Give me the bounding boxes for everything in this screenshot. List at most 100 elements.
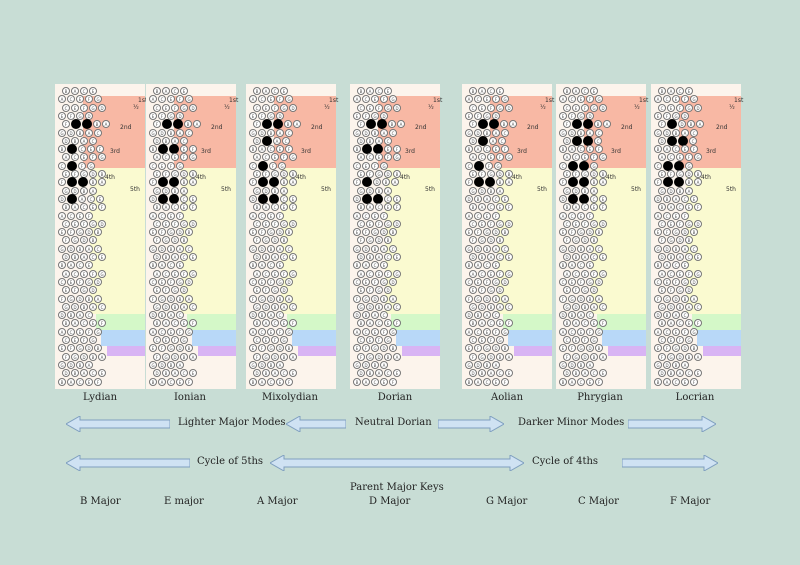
accordion-button: E — [590, 87, 598, 95]
accordion-button: C — [478, 269, 486, 278]
zone-label: 5th — [221, 186, 231, 193]
accordion-button: E — [384, 203, 392, 212]
accordion-button: G — [375, 170, 383, 178]
accordion-button: B — [389, 228, 397, 237]
accordion-button: C — [384, 194, 392, 203]
accordion-button: C — [180, 253, 188, 261]
accordion-button: F — [672, 277, 680, 286]
accordion-button: E — [487, 153, 495, 162]
accordion-button: A — [391, 178, 399, 187]
accordion-button: G — [389, 327, 397, 336]
accordion-button: E — [393, 253, 401, 261]
accordion-button: G — [667, 352, 675, 361]
accordion-button: F — [158, 228, 166, 237]
accordion-button: E — [380, 377, 388, 386]
accordion-button: E — [267, 327, 275, 336]
accordion-button: B — [276, 294, 284, 303]
accordion-button: C — [276, 311, 284, 320]
accordion-button: E — [276, 145, 284, 154]
accordion-button: A — [380, 128, 388, 137]
accordion-button: C — [249, 277, 257, 286]
accordion-button: D — [249, 311, 257, 320]
accordion-button: E — [572, 219, 580, 228]
accordion-button: F — [469, 236, 477, 245]
accordion-button: D — [180, 286, 188, 295]
accordion-button: G — [162, 236, 170, 245]
pressed-button — [262, 119, 272, 130]
accordion-button: D — [384, 170, 392, 178]
accordion-button: G — [599, 269, 607, 278]
accordion-button: A — [80, 369, 88, 378]
accordion-button: G — [153, 302, 161, 311]
accordion-button: A — [590, 302, 598, 311]
accordion-button: C — [594, 136, 602, 145]
accordion-button: C — [62, 336, 70, 344]
accordion-button: E — [492, 261, 500, 270]
accordion-button: F — [289, 319, 297, 328]
accordion-button: A — [572, 203, 580, 212]
accordion-button: C — [280, 369, 288, 378]
accordion-button: D — [253, 253, 261, 261]
accordion-button: A — [577, 311, 585, 320]
zone-label: ½ — [634, 104, 640, 111]
accordion-button: A — [654, 211, 662, 220]
accordion-button: G — [62, 186, 70, 195]
accordion-button: C — [487, 319, 495, 328]
accordion-button: C — [89, 369, 97, 378]
accordion-button: G — [577, 111, 585, 120]
accordion-button: A — [478, 319, 486, 328]
accordion-button: B — [149, 145, 157, 154]
mode-label-lydian: Lydian — [82, 392, 118, 403]
accordion-button: A — [58, 327, 66, 336]
accordion-button: C — [289, 302, 297, 311]
accordion-button: A — [492, 244, 500, 253]
accordion-button: C — [586, 311, 594, 320]
accordion-button: D — [568, 360, 576, 369]
accordion-button: F — [271, 336, 279, 344]
accordion-button: C — [469, 103, 477, 112]
accordion-button: A — [371, 311, 379, 320]
accordion-button: C — [667, 153, 675, 162]
accordion-button: B — [389, 344, 397, 353]
accordion-button: A — [249, 211, 257, 220]
accordion-button: F — [380, 211, 388, 220]
accordion-button: C — [483, 377, 491, 386]
accordion-button: F — [58, 294, 66, 303]
accordion-button: E — [280, 87, 288, 95]
accordion-button: F — [362, 344, 370, 353]
accordion-button: C — [98, 302, 106, 311]
accordion-button: B — [89, 352, 97, 361]
accordion-button: F — [676, 103, 684, 112]
accordion-button: F — [258, 111, 266, 120]
accordion-button: F — [289, 203, 297, 212]
accordion-button: E — [685, 319, 693, 328]
accordion-button: A — [559, 211, 567, 220]
accordion-button: G — [465, 360, 473, 369]
accordion-button: A — [478, 203, 486, 212]
accordion-button: C — [496, 253, 504, 261]
